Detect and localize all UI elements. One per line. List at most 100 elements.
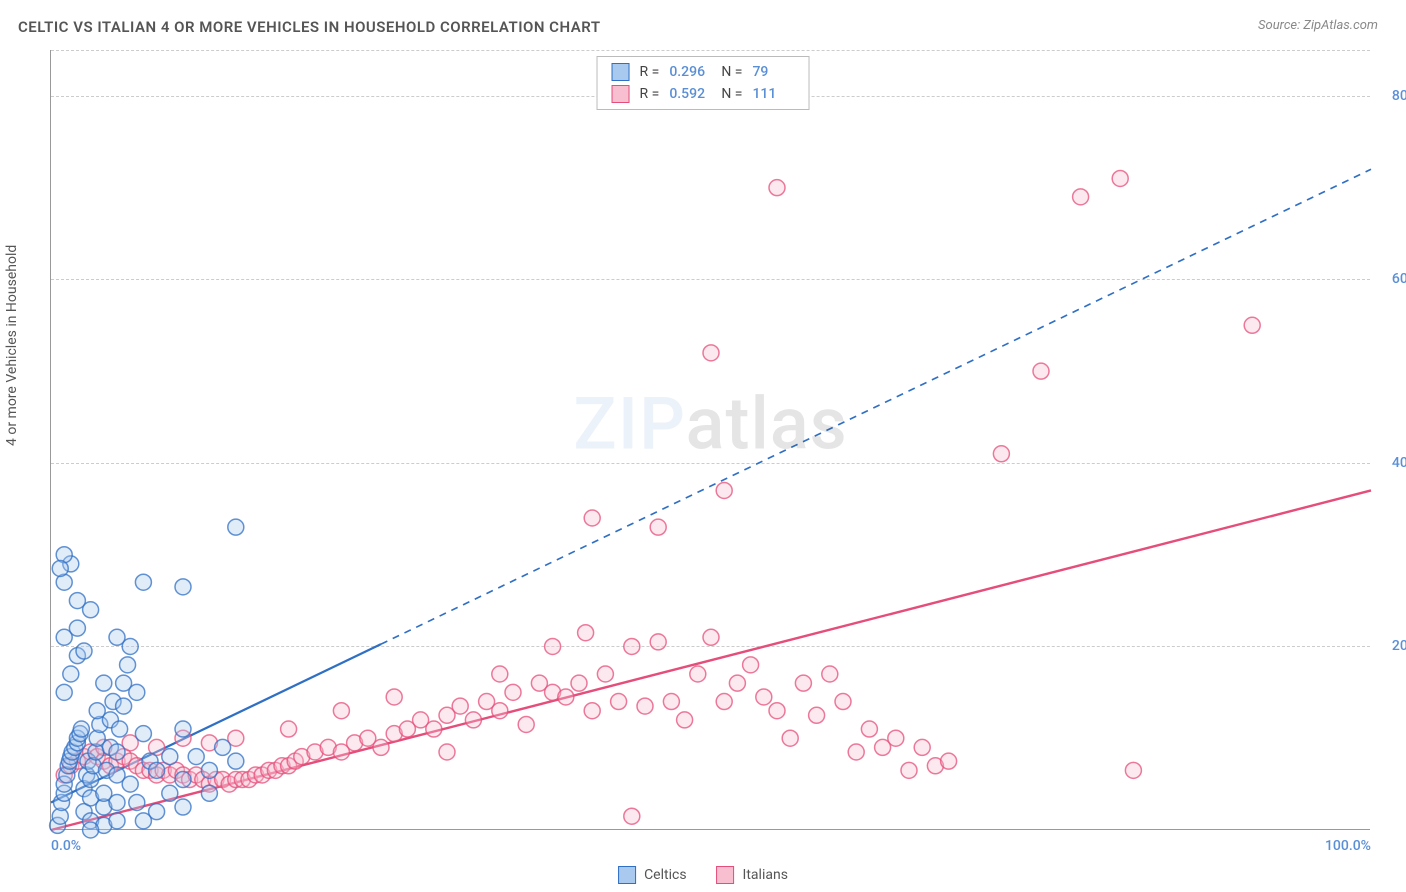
scatter-point-italian (518, 716, 534, 732)
scatter-point-celtic (175, 721, 191, 737)
scatter-point-italian (492, 666, 508, 682)
scatter-point-italian (439, 744, 455, 760)
scatter-point-celtic (122, 776, 138, 792)
scatter-point-italian (650, 519, 666, 535)
scatter-point-italian (571, 675, 587, 691)
scatter-point-celtic (162, 785, 178, 801)
r-label: R = (640, 64, 660, 80)
y-tick-label: 60.0% (1392, 271, 1406, 287)
scatter-point-italian (637, 698, 653, 714)
scatter-point-celtic (129, 794, 145, 810)
stats-row-italian: R = 0.592 N = 111 (598, 83, 809, 105)
scatter-point-italian (769, 703, 785, 719)
y-tick-label: 40.0% (1392, 455, 1406, 471)
scatter-point-celtic (129, 684, 145, 700)
scatter-point-italian (795, 675, 811, 691)
scatter-point-italian (941, 753, 957, 769)
x-tick-label: 100.0% (1325, 838, 1371, 854)
bottom-legend: Celtics Italians (618, 866, 788, 884)
swatch-celtic (618, 866, 636, 884)
scatter-point-celtic (188, 749, 204, 765)
swatch-italian (612, 85, 630, 103)
y-axis-label: 4 or more Vehicles in Household (4, 245, 20, 446)
scatter-point-italian (769, 180, 785, 196)
scatter-point-italian (756, 689, 772, 705)
y-tick-label: 20.0% (1392, 638, 1406, 654)
n-value-celtic: 79 (752, 64, 794, 80)
scatter-point-italian (578, 625, 594, 641)
chart-svg (51, 50, 1370, 829)
scatter-point-italian (492, 703, 508, 719)
swatch-italian (717, 866, 735, 884)
scatter-point-italian (1033, 363, 1049, 379)
scatter-point-celtic (109, 744, 125, 760)
scatter-point-italian (545, 638, 561, 654)
scatter-point-italian (281, 721, 297, 737)
scatter-point-italian (901, 762, 917, 778)
scatter-point-italian (373, 739, 389, 755)
scatter-point-italian (782, 730, 798, 746)
scatter-point-celtic (135, 726, 151, 742)
scatter-point-italian (716, 694, 732, 710)
scatter-point-italian (452, 698, 468, 714)
scatter-point-italian (914, 739, 930, 755)
scatter-point-italian (729, 675, 745, 691)
scatter-point-italian (743, 657, 759, 673)
scatter-point-celtic (120, 657, 136, 673)
scatter-point-celtic (135, 813, 151, 829)
scatter-point-celtic (76, 643, 92, 659)
scatter-point-celtic (116, 698, 132, 714)
n-value-italian: 111 (752, 86, 794, 102)
n-label: N = (721, 64, 742, 80)
stats-legend: R = 0.296 N = 79 R = 0.592 N = 111 (597, 56, 810, 110)
r-value-italian: 0.592 (669, 86, 711, 102)
scatter-point-italian (848, 744, 864, 760)
scatter-point-italian (703, 629, 719, 645)
scatter-point-celtic (112, 721, 128, 737)
scatter-point-celtic (109, 794, 125, 810)
scatter-point-italian (584, 510, 600, 526)
y-tick-label: 80.0% (1392, 88, 1406, 104)
scatter-point-celtic (52, 560, 68, 576)
n-label: N = (721, 86, 742, 102)
legend-label-celtic: Celtics (644, 867, 686, 883)
scatter-point-italian (716, 482, 732, 498)
scatter-point-italian (386, 689, 402, 705)
scatter-point-celtic (89, 703, 105, 719)
scatter-point-italian (809, 707, 825, 723)
scatter-point-celtic (215, 739, 231, 755)
scatter-point-celtic (228, 519, 244, 535)
stats-row-celtic: R = 0.296 N = 79 (598, 61, 809, 83)
scatter-point-italian (624, 638, 640, 654)
scatter-point-italian (1112, 170, 1128, 186)
scatter-point-italian (426, 721, 442, 737)
scatter-point-italian (584, 703, 600, 719)
scatter-point-celtic (109, 629, 125, 645)
scatter-point-celtic (175, 772, 191, 788)
scatter-point-italian (690, 666, 706, 682)
scatter-point-celtic (201, 762, 217, 778)
scatter-point-italian (703, 345, 719, 361)
scatter-point-italian (835, 694, 851, 710)
x-tick-label: 0.0% (51, 838, 81, 854)
scatter-point-italian (333, 703, 349, 719)
legend-item-italian: Italians (717, 866, 788, 884)
scatter-point-italian (888, 730, 904, 746)
scatter-point-celtic (96, 675, 112, 691)
scatter-point-italian (624, 808, 640, 824)
scatter-point-italian (465, 712, 481, 728)
scatter-point-italian (650, 634, 666, 650)
scatter-point-celtic (109, 813, 125, 829)
r-label: R = (640, 86, 660, 102)
scatter-point-celtic (175, 579, 191, 595)
plot-area: 20.0%40.0%60.0%80.0% 0.0%100.0% ZIPatlas (50, 50, 1370, 830)
scatter-point-italian (677, 712, 693, 728)
scatter-point-italian (993, 446, 1009, 462)
scatter-point-celtic (201, 785, 217, 801)
scatter-point-celtic (135, 574, 151, 590)
scatter-point-italian (611, 694, 627, 710)
legend-item-celtic: Celtics (618, 866, 686, 884)
scatter-point-celtic (228, 753, 244, 769)
scatter-point-italian (505, 684, 521, 700)
scatter-point-italian (1073, 189, 1089, 205)
